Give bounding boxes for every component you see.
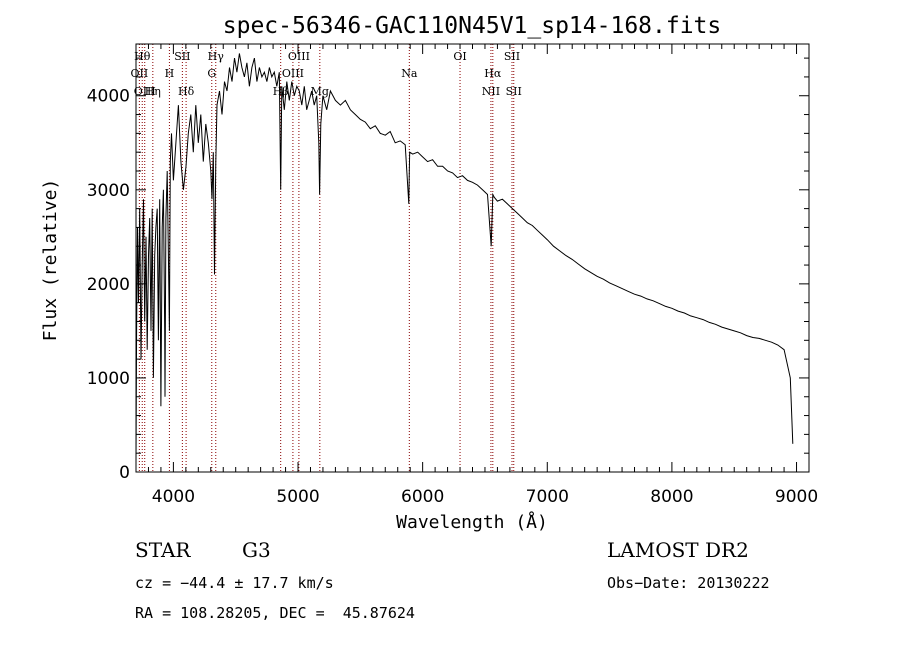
y-tick-label: 2000 [87,275,130,295]
x-axis: 4000 5000 6000 7000 8000 9000 [135,44,818,507]
x-tick-label: 6000 [401,487,444,507]
object-class: STAR [135,538,191,562]
y-axis-label: Flux (relative) [40,179,61,342]
y-tick-label: 4000 [87,87,130,107]
line-marker-label-17: SII [504,50,520,63]
line-marker-label-1: Hθ [134,50,151,63]
line-marker-label-12: Mg [311,85,329,98]
line-marker-label-15: NII [482,85,500,98]
y-tick-label: 1000 [87,369,130,389]
ra-dec-coordinates: RA = 108.28205, DEC = 45.87624 [135,604,415,622]
x-tick-label: 7000 [526,487,569,507]
line-marker-label-6: Hδ [178,85,195,98]
chart-title: spec-56346-GAC110N45V1_sp14-168.fits [223,13,722,39]
x-tick-label: 8000 [650,487,693,507]
redshift-cz: cz = −44.4 ± 17.7 km/s [135,574,334,592]
observation-date: Obs−Date: 20130222 [607,574,770,592]
line-marker-label-16: Hα [484,67,502,80]
line-marker-label-5: SII [174,50,190,63]
line-marker-label-8: Hγ [208,50,225,63]
spectrum-line [135,53,794,463]
line-marker-labels: OIIHθOIIIHηHSIIHδGHγHβOIIIOIIIMgNaOINIIH… [131,50,522,98]
line-marker-label-4: H [165,67,175,80]
x-axis-label: Wavelength (Å) [396,511,548,533]
object-subclass: G3 [242,538,271,562]
x-tick-label: 5000 [276,487,319,507]
line-marker-label-0: OII [131,67,149,80]
line-marker-label-13: Na [401,67,418,80]
line-marker-label-7: G [207,67,216,80]
line-marker-label-14: OI [453,50,466,63]
line-marker-label-18: SII [506,85,522,98]
line-marker-label-3: Hη [145,85,161,98]
y-axis: 0 1000 2000 3000 4000 [87,57,809,483]
survey-name: LAMOST DR2 [607,538,749,562]
line-marker-label-2: OIII [134,85,156,98]
line-marker-label-10: OIII [282,67,304,80]
line-marker-label-11: OIII [288,50,310,63]
x-tick-label: 4000 [152,487,195,507]
line-marker-label-9: Hβ [273,85,289,98]
plot-frame [135,43,810,473]
y-tick-label: 3000 [87,181,130,201]
y-tick-label: 0 [119,463,130,483]
x-tick-label: 9000 [775,487,818,507]
